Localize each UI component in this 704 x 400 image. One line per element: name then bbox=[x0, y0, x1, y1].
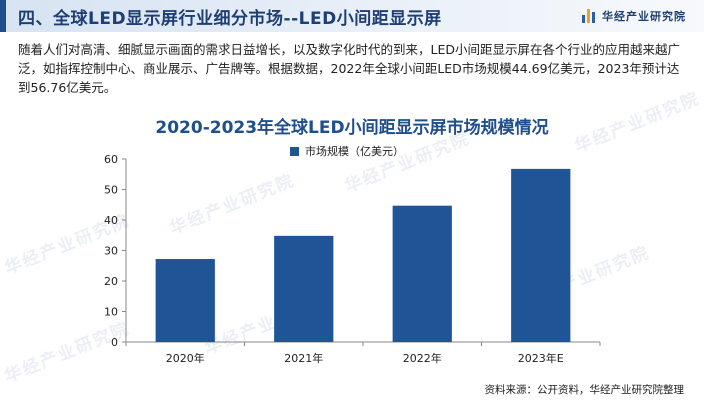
chart-legend: 市场规模（亿美元） bbox=[290, 143, 404, 159]
brand-name: 华经产业研究院 bbox=[602, 10, 686, 23]
brand-logo-icon bbox=[582, 9, 596, 23]
y-tick-label: 60 bbox=[104, 153, 118, 166]
y-tick-label: 10 bbox=[104, 306, 118, 319]
header-banner: 四、全球LED显示屏行业细分市场--LED小间距显示屏 华经产业研究院 bbox=[0, 0, 704, 32]
y-tick-label: 30 bbox=[104, 245, 118, 258]
x-tick-label: 2023年E bbox=[518, 351, 564, 365]
bar bbox=[155, 259, 215, 342]
page-title: 四、全球LED显示屏行业细分市场--LED小间距显示屏 bbox=[18, 9, 442, 29]
bar bbox=[274, 235, 334, 342]
legend-swatch bbox=[290, 146, 299, 156]
x-tick-label: 2022年 bbox=[403, 351, 442, 365]
y-tick-label: 20 bbox=[104, 275, 118, 288]
header-background bbox=[0, 0, 704, 32]
y-tick-label: 50 bbox=[104, 184, 118, 197]
description-text: 随着人们对高清、细腻显示画面的需求日益增长，以及数字化时代的到来，LED小间距显… bbox=[18, 42, 680, 95]
bar bbox=[392, 205, 452, 342]
x-tick-label: 2020年 bbox=[166, 351, 205, 365]
source-note: 资料来源：公开资料，华经产业研究院整理 bbox=[484, 384, 685, 396]
brand: 华经产业研究院 bbox=[582, 8, 686, 24]
y-tick-label: 40 bbox=[104, 214, 118, 227]
header-accent-bar bbox=[0, 0, 6, 32]
x-tick-label: 2021年 bbox=[284, 351, 323, 365]
legend-label: 市场规模（亿美元） bbox=[305, 145, 404, 158]
y-tick-label: 0 bbox=[111, 336, 118, 349]
bar bbox=[511, 168, 571, 342]
chart-title: 2020-2023年全球LED小间距显示屏市场规模情况 bbox=[155, 118, 549, 138]
